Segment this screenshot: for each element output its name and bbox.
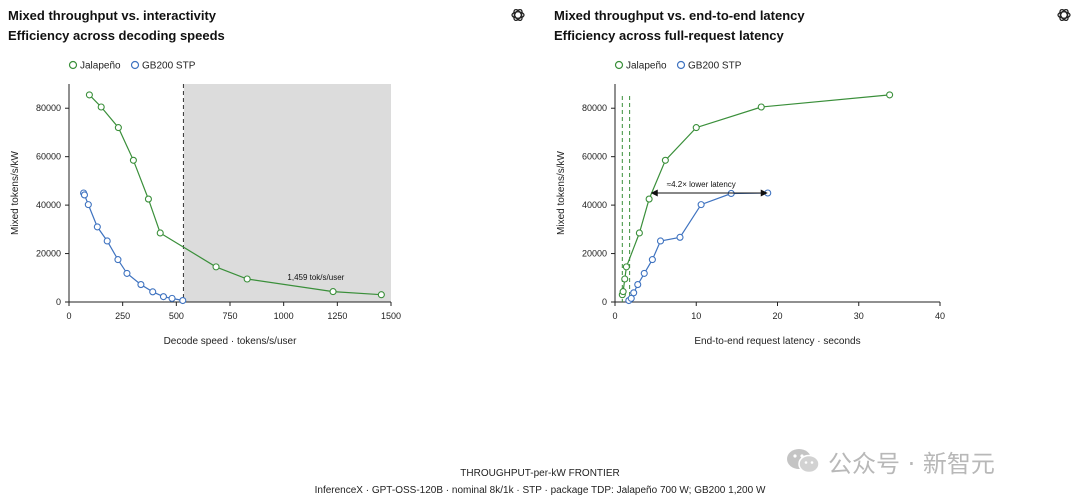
- left-chart-x-tick-label: 1250: [327, 311, 347, 321]
- left-chart-x-tick-label: 1500: [381, 311, 401, 321]
- right-chart-data-point: [622, 263, 630, 271]
- right-chart-panel: Mixed throughput vs. end-to-end latency …: [546, 0, 1080, 410]
- right-chart-legend-marker: [614, 60, 624, 70]
- right-chart-y-tick-label: 40000: [582, 200, 607, 210]
- left-chart-data-point: [377, 291, 385, 299]
- right-chart-data-point: [630, 289, 638, 297]
- right-chart-legend-label: Jalapeño: [626, 61, 667, 72]
- left-chart-x-axis-label: Decode speed · tokens/s/user: [164, 336, 298, 347]
- left-chart-data-point: [129, 156, 137, 164]
- right-chart-data-point: [757, 103, 765, 111]
- right-chart-y-tick-label: 60000: [582, 152, 607, 162]
- right-chart-data-point: [640, 269, 648, 277]
- right-chart-x-tick-label: 30: [854, 311, 864, 321]
- watermark: 公众号 · 新智元: [786, 446, 995, 478]
- right-chart-data-point: [648, 256, 656, 264]
- right-chart-data-point: [621, 275, 629, 283]
- left-chart-series-line-1: [83, 192, 183, 302]
- left-chart-subtitle: Efficiency across decoding speeds: [8, 28, 225, 43]
- left-chart-series-line-0: [88, 94, 382, 296]
- left-chart-x-tick-label: 0: [66, 311, 71, 321]
- openai-logo-icon: [1057, 8, 1071, 22]
- left-chart-y-tick-label: 20000: [36, 249, 61, 259]
- right-chart-series-line-1: [628, 192, 768, 301]
- left-chart-y-tick-label: 80000: [36, 103, 61, 113]
- right-chart-y-axis-label: Mixed tokens/s/kW: [556, 150, 567, 234]
- right-chart-x-tick-label: 10: [691, 311, 701, 321]
- left-chart-x-tick-label: 1000: [274, 311, 294, 321]
- right-chart-data-point: [619, 288, 627, 296]
- left-chart-data-point: [168, 294, 176, 302]
- left-chart-x-tick-label: 750: [222, 311, 237, 321]
- right-chart-data-point: [886, 91, 894, 99]
- left-chart-data-point: [243, 275, 251, 283]
- left-chart-y-tick-label: 40000: [36, 200, 61, 210]
- left-chart-annotation-label: 1,459 tok/s/user: [287, 273, 344, 282]
- right-chart-x-tick-label: 0: [612, 311, 617, 321]
- left-chart-legend-marker: [68, 60, 78, 70]
- right-chart-x-axis-label: End-to-end request latency · seconds: [694, 336, 860, 347]
- right-chart: 0 10 20 30 40 0 20000 40000 60000 80000 End-to-end…: [556, 60, 945, 348]
- watermark-text: 公众号 · 新智元: [828, 449, 995, 478]
- right-chart-data-point: [634, 281, 642, 289]
- left-chart-legend-label: GB200 STP: [142, 61, 196, 72]
- left-chart-data-point: [85, 91, 93, 99]
- left-chart-panel: Mixed throughput vs. interactivity Effic…: [0, 0, 540, 410]
- right-chart-y-tick-label: 20000: [582, 249, 607, 259]
- left-chart-data-point: [97, 103, 105, 111]
- left-chart-y-tick-label: 60000: [36, 152, 61, 162]
- right-chart-arrow-head-left: [650, 189, 658, 197]
- right-chart-legend-marker: [676, 60, 686, 70]
- right-chart-x-tick-label: 40: [935, 311, 945, 321]
- right-chart-data-point: [635, 229, 643, 237]
- right-chart-y-tick-label: 80000: [582, 103, 607, 113]
- right-chart-data-point: [645, 195, 653, 203]
- left-chart-title: Mixed throughput vs. interactivity: [8, 8, 217, 23]
- right-chart-series-line-0: [621, 94, 890, 295]
- left-chart-data-point: [137, 281, 145, 289]
- footer-title: THROUGHPUT-per-kW FRONTIER: [460, 468, 620, 479]
- left-chart-x-tick-label: 500: [169, 311, 184, 321]
- left-chart-y-tick-label: 0: [56, 297, 61, 307]
- left-chart-data-point: [212, 263, 220, 271]
- left-chart-legend-label: Jalapeño: [80, 61, 121, 72]
- left-chart: 0 250 500 750 1000 1250 1500 0 20000 40000 60000 80…: [10, 60, 401, 348]
- left-chart-data-point: [159, 293, 168, 301]
- right-chart-data-point: [692, 124, 700, 132]
- wechat-logo-icon: [787, 449, 820, 474]
- left-chart-data-point: [80, 191, 89, 199]
- left-chart-data-point: [329, 288, 337, 296]
- right-chart-data-point: [661, 156, 669, 164]
- left-chart-data-point: [93, 223, 101, 231]
- left-chart-data-point: [114, 124, 122, 132]
- right-chart-title: Mixed throughput vs. end-to-end latency: [554, 8, 805, 23]
- right-chart-x-tick-label: 20: [772, 311, 782, 321]
- left-chart-legend-marker: [130, 60, 140, 70]
- left-chart-data-point: [84, 201, 92, 209]
- right-chart-y-tick-label: 0: [602, 297, 607, 307]
- footer-details: InferenceX · GPT-OSS-120B · nominal 8k/1…: [314, 485, 766, 496]
- right-chart-arrow-head-right: [760, 189, 768, 197]
- left-chart-data-point: [123, 269, 131, 277]
- left-chart-data-point: [156, 229, 164, 237]
- right-chart-subtitle: Efficiency across full-request latency: [554, 28, 784, 43]
- right-chart-legend-label: GB200 STP: [688, 61, 742, 72]
- openai-logo-icon: [511, 8, 525, 22]
- right-chart-annotation-label: ≈4.2× lower latency: [667, 180, 736, 189]
- right-chart-data-point: [656, 237, 665, 245]
- left-chart-data-point: [103, 237, 111, 245]
- left-chart-x-tick-label: 250: [115, 311, 130, 321]
- left-chart-data-point: [114, 256, 122, 264]
- left-chart-y-axis-label: Mixed tokens/s/kW: [10, 150, 21, 234]
- right-chart-data-point: [676, 233, 684, 241]
- right-chart-data-point: [697, 201, 705, 209]
- left-chart-data-point: [149, 288, 157, 296]
- left-chart-data-point: [179, 296, 187, 305]
- left-chart-data-point: [144, 195, 152, 203]
